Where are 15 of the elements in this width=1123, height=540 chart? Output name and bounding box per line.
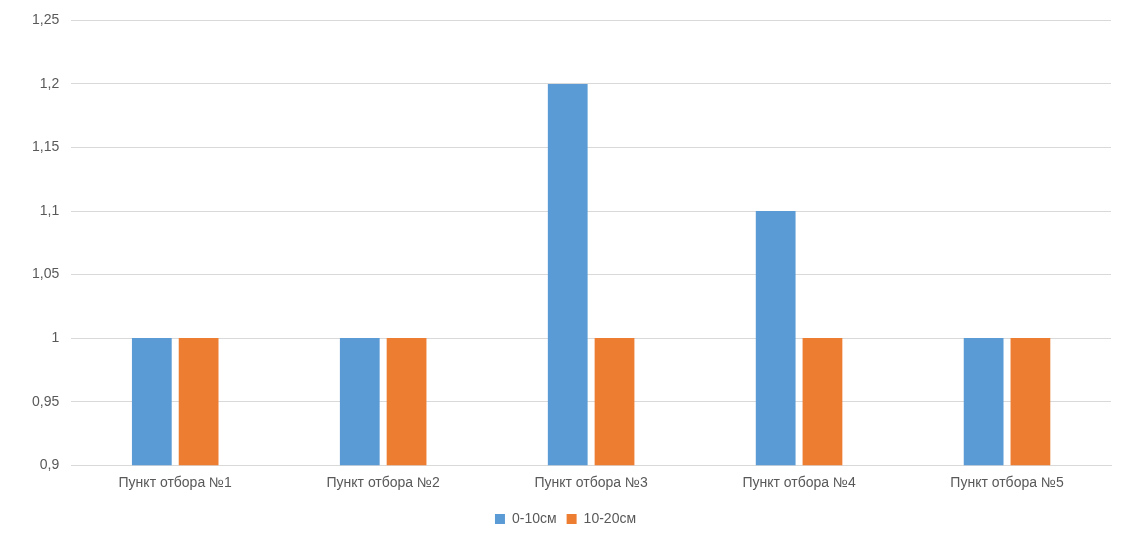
y-tick-label: 1,1	[39, 201, 60, 218]
y-tick-label: 0,9	[39, 456, 60, 473]
x-tick-label: Пункт отбора №2	[326, 474, 441, 491]
y-tick-label: 1	[51, 328, 60, 345]
y-tick-label: 1,05	[32, 265, 60, 282]
legend-label: 10-20см	[583, 509, 637, 526]
x-tick-label: Пункт отбора №3	[534, 474, 649, 491]
y-tick-label: 1,15	[32, 138, 60, 155]
y-tick-label: 1,2	[39, 74, 60, 91]
x-tick-label: Пункт отбора №5	[950, 474, 1064, 491]
x-tick-label: Пункт отбора №1	[118, 474, 233, 491]
legend-label: 0-10см	[511, 509, 557, 526]
x-tick-label: Пункт отбора №4	[742, 474, 856, 491]
y-tick-label: 1,25	[32, 11, 60, 28]
y-tick-label: 0,95	[32, 392, 60, 409]
